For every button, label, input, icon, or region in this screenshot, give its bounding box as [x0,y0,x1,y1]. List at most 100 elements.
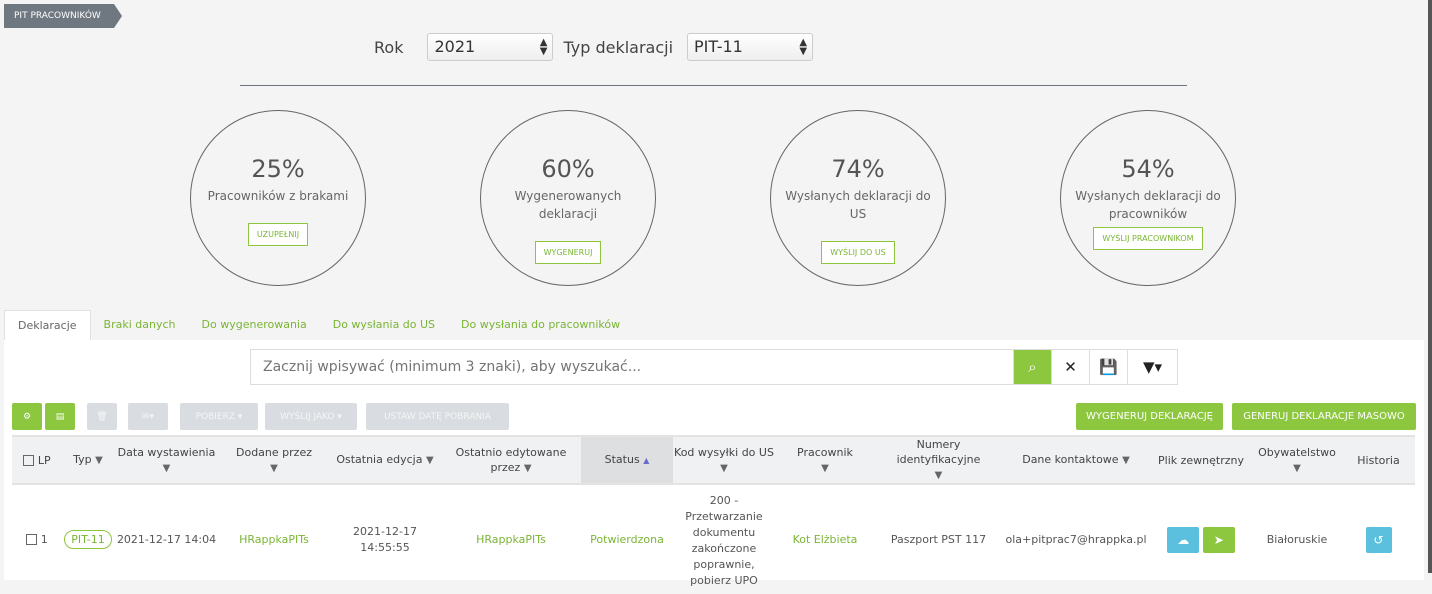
search-bar: ⌕ ✕ 💾 ▼▾ [250,349,1178,385]
filter-icon[interactable]: ▼ [270,462,278,474]
header-label: LP [37,453,51,467]
filter-icon[interactable]: ▼ [425,455,434,466]
tab-to-send-employees[interactable]: Do wysłania do pracowników [461,318,621,331]
filter-icon[interactable]: ▼ [821,462,829,474]
issue-date: 2021-12-17 14:04 [116,532,217,546]
col-lp[interactable]: LP [12,435,62,485]
search-input[interactable] [251,350,1013,384]
excel-button[interactable]: ▤ [45,403,75,430]
col-us-code[interactable]: Kod wysyłki do US ▼ [673,435,775,485]
set-date-button[interactable]: USTAW DATĘ POBRANIA [366,403,509,430]
id-numbers: Paszport PST 117 [890,532,987,546]
tab-to-generate[interactable]: Do wygenerowania [201,318,307,331]
search-icon[interactable]: ⌕ [1013,350,1051,384]
stat-percent: 74% [831,155,885,183]
save-icon[interactable]: 💾 [1089,350,1127,384]
envelope-icon: ✉▾ [141,411,155,422]
gear-icon: ⚙ [22,411,32,422]
header-label: Ostatnio edytowane przez [455,445,567,474]
stat-sent-employees: 54% Wysłanych deklaracji do pracowników WY… [1060,110,1236,286]
last-edit: 2021-12-17 14:55:55 [353,524,417,554]
header-label: Data wystawienia [117,445,216,459]
header-label: Kod wysyłki do US [674,445,774,459]
send-employees-button[interactable]: WYŚLIJ PRACOWNIKOM [1093,227,1203,250]
col-id-numbers[interactable]: Numery identyfikacyjne ▼ [875,435,1002,485]
col-employee[interactable]: Pracownik ▼ [775,435,875,485]
employee-link[interactable]: Kot Elżbieta [792,532,858,546]
send-as-button[interactable]: WYŚLIJ JAKO ▾ [265,403,357,430]
filter-icon[interactable]: ▼ [162,462,171,474]
stat-missing: 25% Pracowników z brakami UZUPEŁNIJ [190,110,366,286]
col-issue-date[interactable]: Data wystawienia ▼ [114,435,219,485]
tab-declarations[interactable]: Deklaracje [4,310,91,340]
clear-icon[interactable]: ✕ [1051,350,1089,384]
added-by-link[interactable]: HRappkaPITs [239,532,309,546]
col-citizenship[interactable]: Obywatelstwo ▼ [1252,435,1342,485]
table-row: 1 PIT-11 2021-12-17 14:04 HRappkaPITs 20… [12,484,1415,594]
col-contact[interactable]: Dane kontaktowe ▼ [1002,435,1150,485]
tab-missing-data[interactable]: Braki danych [103,318,176,331]
stat-sent-us: 74% Wysłanych deklaracji do US WYŚLIJ DO U… [770,110,946,286]
complete-button[interactable]: UZUPEŁNIJ [247,223,309,246]
download-button[interactable]: POBIERZ ▾ [180,403,258,430]
filter-icon[interactable]: ▼ [523,462,532,474]
generate-bulk-button[interactable]: GENERUJ DEKLARACJE MASOWO [1232,403,1416,430]
stat-percent: 54% [1121,155,1175,183]
generate-button[interactable]: WYGENERUJ [534,241,602,264]
filter-icon[interactable]: ▼ [720,462,728,474]
edited-by-link[interactable]: HRappkaPITs [476,532,546,546]
history-icon[interactable]: ↺ [1365,526,1392,553]
send-us-button[interactable]: WYŚLIJ DO US [821,241,895,264]
breadcrumb[interactable]: PIT PRACOWNIKÓW [4,4,122,28]
header-label: Typ [73,453,92,466]
year-label: Rok [374,37,404,57]
filter-icon[interactable]: ▼ [1122,455,1130,466]
stat-generated: 60% Wygenerowanych deklaracji WYGENERUJ [480,110,656,286]
declarations-table: LP Typ ▼ Data wystawienia ▼ Dodane przez ▼… [12,435,1415,594]
row-checkbox[interactable] [26,534,38,545]
col-added-by[interactable]: Dodane przez ▼ [219,435,329,485]
row-lp: 1 [40,532,48,546]
divider [240,85,1187,86]
header-label: Historia [1357,453,1400,467]
email-button[interactable]: ✉▾ [128,403,168,430]
col-history: Historia [1342,435,1415,485]
status-text: Potwierdzona [590,532,664,546]
citizenship: Białoruskie [1266,532,1328,546]
col-last-edit[interactable]: Ostatnia edycja ▼ [329,435,441,485]
year-select[interactable]: 2021 ▲ ▼ [427,33,554,61]
stat-label: Pracowników z brakami [207,189,349,203]
type-value: PIT-11 [694,37,743,56]
header-label: Numery identyfikacyjne [896,438,981,466]
filters: Rok 2021 ▲ ▼ Typ deklaracji PIT-11 ▲ ▼ [374,33,814,61]
delete-button[interactable]: 🗑 [87,403,117,430]
type-label: Typ deklaracji [563,37,674,57]
generate-declaration-button[interactable]: WYGENERUJ DEKLARACJĘ [1076,403,1223,430]
filter-icon[interactable]: ▼ [934,470,943,481]
window-border [1428,0,1432,573]
col-external-file: Plik zewnętrzny [1150,435,1252,485]
header-label: Dane kontaktowe [1022,453,1119,466]
filter-dropdown-icon[interactable]: ▼▾ [1127,350,1177,384]
filter-icon[interactable]: ▼ [95,455,103,466]
tab-to-send-us[interactable]: Do wysłania do US [332,318,436,331]
filter-icon[interactable]: ▼ [1293,462,1301,474]
col-edited-by[interactable]: Ostatnio edytowane przez ▼ [441,435,581,485]
stat-label: Wysłanych deklaracji do pracowników [1075,189,1221,221]
stat-label: Wygenerowanych deklaracji [514,189,622,221]
updown-icon: ▲ ▼ [799,37,808,57]
header-label: Ostatnia edycja [336,453,423,466]
settings-button[interactable]: ⚙ [12,403,42,430]
year-value: 2021 [434,37,476,56]
send-icon[interactable]: ➤ [1202,526,1235,553]
us-code: 200 - Przetwarzanie dokumentu zakończone… [685,494,763,587]
cloud-upload-icon[interactable]: ☁ [1167,526,1200,553]
type-select[interactable]: PIT-11 ▲ ▼ [687,33,814,61]
stat-percent: 60% [541,155,595,183]
type-badge: PIT-11 [64,529,112,549]
col-type[interactable]: Typ ▼ [62,435,114,485]
col-status[interactable]: Status ▲ [581,435,673,485]
excel-icon: ▤ [55,411,65,422]
select-all-checkbox[interactable] [23,455,35,466]
header-label: Status [604,453,640,466]
